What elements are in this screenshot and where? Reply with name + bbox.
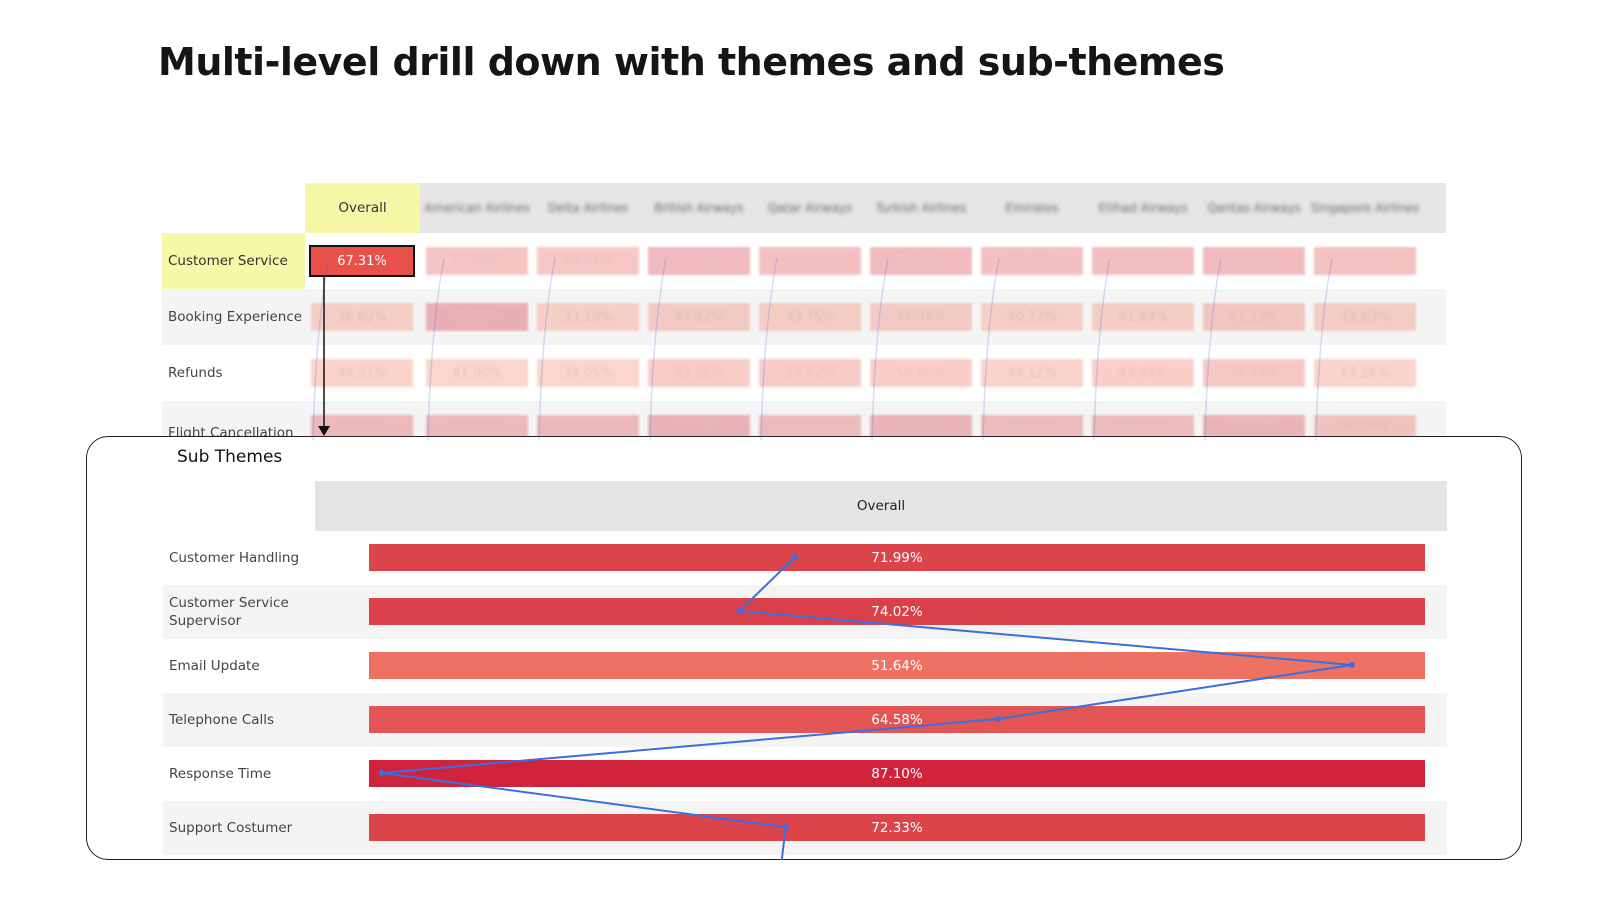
heatmap-cell[interactable]: 43.75% (759, 303, 861, 331)
heatmap-cell[interactable]: 53.56% (648, 359, 750, 387)
heatmap-cell[interactable]: 74.07% (870, 415, 972, 437)
heatmap-cell[interactable]: 70.51% (1092, 247, 1194, 275)
heatmap-cell[interactable]: 58.15% (1203, 359, 1305, 387)
selected-cell[interactable]: 67.31% (309, 245, 415, 277)
heatmap-cell[interactable]: 80.31% (426, 303, 528, 331)
heatmap-cell[interactable]: 69.31% (426, 415, 528, 437)
heatmap-cell[interactable]: 74.96% (1203, 247, 1305, 275)
sub-themes-panel: Sub Themes Overall Customer Handling 71.9… (86, 436, 1522, 860)
column-header-airline[interactable]: Etihad Airways (1098, 201, 1188, 215)
sub-theme-bar[interactable]: 72.33% (369, 814, 1425, 841)
sub-theme-bar[interactable]: 64.58% (369, 706, 1425, 733)
heatmap-cell[interactable]: 41.00% (426, 359, 528, 387)
column-header-airline[interactable]: Delta Airlines (547, 201, 629, 215)
sub-theme-bar[interactable]: 74.02% (369, 598, 1425, 625)
heatmap-cell[interactable]: 65.52% (1092, 415, 1194, 437)
heatmap-cell[interactable]: 51.22% (1203, 303, 1305, 331)
column-header-airline[interactable]: American Airlines (424, 201, 530, 215)
sub-theme-label[interactable]: Telephone Calls (169, 712, 275, 728)
sub-themes-title: Sub Themes (177, 447, 283, 467)
sub-theme-bar[interactable]: 87.10% (369, 760, 1425, 787)
sub-theme-label[interactable]: Support Costumer (169, 820, 293, 836)
heatmap-cell[interactable]: 58.81% (537, 247, 639, 275)
row-label-theme[interactable]: Booking Experience (168, 309, 303, 325)
heatmap-cell[interactable]: 68.87% (759, 247, 861, 275)
column-header-airline[interactable]: Singapore Airlines (1310, 201, 1420, 215)
heatmap-cell[interactable]: 67.01% (537, 415, 639, 437)
column-header-airline[interactable]: Qantas Airways (1207, 201, 1301, 215)
heatmap-cell[interactable]: 67.35% (1314, 247, 1416, 275)
theme-matrix: Overall American Airlines Delta Airlines B… (0, 0, 1600, 441)
row-label-theme[interactable]: Flight Cancellation (168, 425, 294, 441)
heatmap-cell[interactable]: 56.16% (1314, 415, 1416, 437)
heatmap-cell[interactable]: 66.49% (759, 415, 861, 437)
heatmap-cell[interactable]: 41.89% (1092, 303, 1194, 331)
heatmap-cell[interactable]: 75.42% (870, 247, 972, 275)
sub-theme-label[interactable]: Customer Service Supervisor (169, 595, 289, 629)
column-header-airline[interactable]: British Airways (654, 201, 744, 215)
heatmap-cell[interactable]: 43.63% (1314, 303, 1416, 331)
sub-theme-label[interactable]: Email Update (169, 658, 260, 674)
column-header-airline[interactable]: Qatar Airways (767, 201, 853, 215)
heatmap-cell[interactable]: 61.98% (426, 247, 528, 275)
heatmap-cell[interactable]: 39.05% (537, 359, 639, 387)
column-header-band (420, 183, 1446, 233)
sub-theme-label[interactable]: Customer Handling (169, 550, 300, 566)
heatmap-cell[interactable]: 40.72% (981, 303, 1083, 331)
column-header-overall[interactable]: Overall (305, 183, 420, 233)
page-title: Multi-level drill down with themes and s… (158, 40, 1225, 84)
heatmap-cell[interactable]: 54.42% (759, 359, 861, 387)
row-label-theme[interactable]: Refunds (168, 365, 223, 381)
column-header-airline[interactable]: Emirates (1005, 201, 1059, 215)
sub-theme-bar[interactable]: 71.99% (369, 544, 1425, 571)
heatmap-cell[interactable]: 77.15% (648, 415, 750, 437)
sub-theme-bar[interactable]: 51.64% (369, 652, 1425, 679)
heatmap-cell[interactable]: 44.31% (311, 359, 413, 387)
sub-theme-label[interactable]: Response Time (169, 766, 272, 782)
heatmap-cell[interactable]: 45.82% (648, 303, 750, 331)
heatmap-cell[interactable]: 49.49% (1092, 359, 1194, 387)
heatmap-cell[interactable]: 44.12% (981, 359, 1083, 387)
heatmap-cell[interactable]: 69.37% (981, 247, 1083, 275)
heatmap-cell[interactable]: 50.00% (870, 359, 972, 387)
heatmap-cell[interactable]: 65.87% (981, 415, 1083, 437)
matrix-row (162, 401, 1446, 441)
heatmap-cell[interactable]: 43.26% (1314, 359, 1416, 387)
heatmap-cell[interactable]: 72.61% (1203, 415, 1305, 437)
matrix-row (162, 289, 1446, 345)
column-header-airline[interactable]: Turkish Airlines (875, 201, 967, 215)
sub-column-header-overall: Overall (315, 481, 1447, 531)
row-label-theme[interactable]: Customer Service (162, 233, 305, 289)
heatmap-cell[interactable]: 69.57% (311, 415, 413, 437)
heatmap-cell[interactable]: 46.36% (870, 303, 972, 331)
heatmap-cell[interactable]: 36.62% (311, 303, 413, 331)
heatmap-cell[interactable]: 76.26% (648, 247, 750, 275)
heatmap-cell[interactable]: 33.19% (537, 303, 639, 331)
